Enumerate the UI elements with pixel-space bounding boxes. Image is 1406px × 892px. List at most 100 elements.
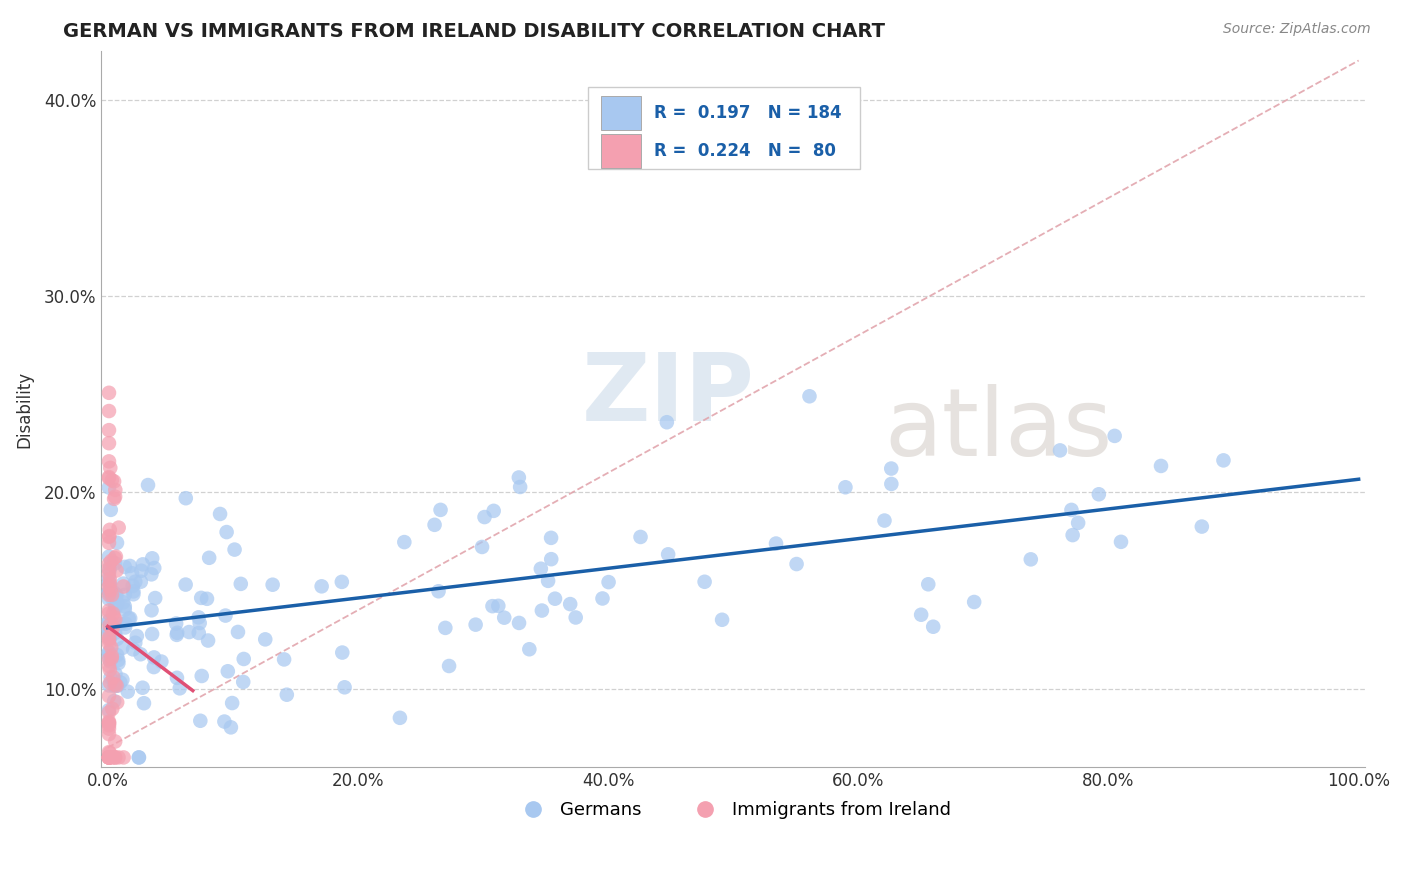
Point: [98, 718, 121, 732]
Point: [98, 750, 121, 764]
Point: [143, 561, 166, 575]
Bar: [600, 134, 641, 168]
Point: [112, 580, 135, 594]
Point: [120, 611, 142, 625]
Point: [1150, 458, 1173, 473]
Point: [98, 470, 121, 484]
Point: [107, 750, 129, 764]
Point: [765, 536, 787, 550]
Point: [104, 551, 127, 566]
Point: [598, 575, 620, 590]
Point: [494, 610, 516, 624]
Point: [508, 470, 530, 484]
Point: [1019, 552, 1042, 566]
Point: [437, 659, 460, 673]
Point: [98, 646, 121, 660]
Point: [101, 750, 124, 764]
Point: [104, 601, 127, 615]
Point: [118, 611, 141, 625]
Point: [107, 656, 129, 670]
Point: [104, 734, 127, 748]
Point: [107, 521, 129, 535]
Point: [114, 620, 136, 634]
Point: [98, 571, 121, 585]
Point: [98, 750, 121, 764]
Point: [100, 616, 122, 631]
Point: [165, 616, 187, 631]
Legend: Germans, Immigrants from Ireland: Germans, Immigrants from Ireland: [508, 794, 959, 826]
Point: [530, 562, 553, 576]
Point: [100, 554, 122, 568]
Point: [917, 577, 939, 591]
Point: [141, 603, 163, 617]
Point: [98, 706, 121, 720]
Point: [540, 531, 562, 545]
Point: [105, 536, 128, 550]
Point: [98, 423, 121, 437]
Point: [98, 716, 121, 731]
Point: [98, 575, 121, 590]
Point: [98, 675, 121, 690]
Point: [110, 675, 132, 690]
Point: [114, 599, 136, 614]
Point: [105, 564, 128, 578]
Point: [179, 625, 201, 640]
Point: [98, 623, 121, 637]
Point: [214, 608, 236, 623]
Point: [104, 549, 127, 564]
Point: [1067, 516, 1090, 530]
Point: [105, 679, 128, 693]
Point: [98, 559, 121, 574]
Point: [434, 621, 457, 635]
Point: [100, 591, 122, 605]
Point: [98, 659, 121, 673]
Point: [107, 653, 129, 667]
Point: [98, 628, 121, 642]
Point: [166, 625, 188, 640]
Point: [232, 674, 254, 689]
Point: [107, 679, 129, 693]
Point: [834, 480, 856, 494]
Point: [215, 525, 238, 540]
Point: [104, 588, 127, 602]
Point: [103, 585, 125, 599]
Point: [657, 547, 679, 561]
Point: [128, 750, 150, 764]
Point: [98, 745, 121, 759]
Point: [98, 530, 121, 544]
Point: [131, 564, 153, 578]
Point: [880, 461, 903, 475]
Point: [786, 557, 808, 571]
Point: [963, 595, 986, 609]
Point: [427, 584, 450, 599]
Point: [564, 610, 586, 624]
Point: [98, 615, 121, 629]
Point: [262, 578, 284, 592]
Point: [136, 478, 159, 492]
Point: [98, 750, 121, 764]
Point: [330, 574, 353, 589]
Point: [229, 577, 252, 591]
Point: [101, 702, 124, 716]
Point: [98, 618, 121, 632]
Point: [98, 577, 121, 591]
Point: [910, 607, 932, 622]
Point: [98, 714, 121, 729]
Point: [104, 612, 127, 626]
Point: [1109, 534, 1132, 549]
Point: [187, 610, 209, 624]
Point: [114, 588, 136, 602]
Point: [104, 750, 127, 764]
Point: [166, 628, 188, 642]
Point: [98, 563, 121, 577]
Point: [98, 576, 121, 591]
Point: [98, 715, 121, 730]
Point: [217, 665, 239, 679]
Point: [101, 620, 124, 634]
Point: [125, 629, 148, 643]
Point: [98, 404, 121, 418]
Point: [209, 507, 232, 521]
Point: [114, 616, 136, 631]
Point: [98, 649, 121, 664]
Point: [122, 584, 145, 599]
